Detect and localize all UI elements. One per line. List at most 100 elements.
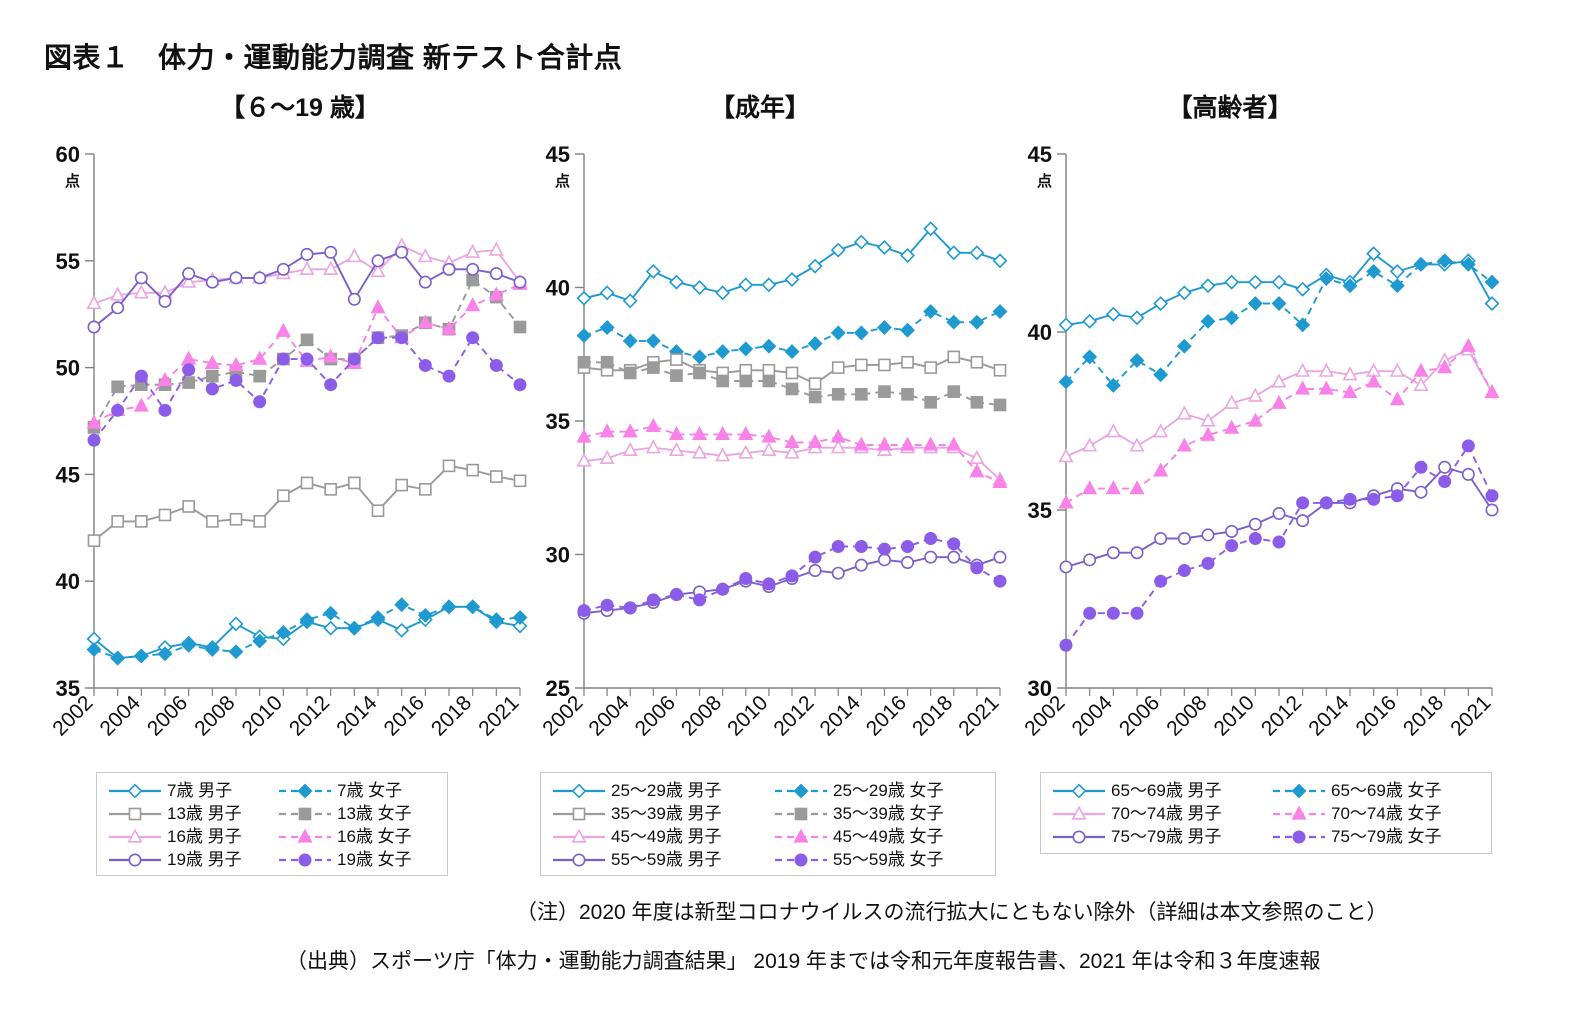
legend-swatch	[279, 807, 331, 820]
footnote-note: （注）2020 年度は新型コロナウイルスの流行拡大にともない除外（詳細は本文参照…	[516, 901, 1388, 924]
chart-panel-elderly: 30 35 40 45 点 2002 2004 2006 2008 2010 2012 2014 201…	[1000, 140, 1500, 840]
svg-text:2012: 2012	[769, 691, 818, 740]
chart-panel-children: 35 40 45 50 55 60 点 2002 2004 2006 2008 2010 2012 201…	[28, 140, 528, 840]
legend-item-label: 70～74歳 男子	[1111, 804, 1222, 823]
legend-item-label: 75～79歳 女子	[1331, 827, 1442, 846]
legend-item[interactable]: 75～79歳 女子	[1271, 825, 1481, 848]
legend-swatch	[279, 853, 331, 866]
legend-item-label: 75～79歳 男子	[1111, 827, 1222, 846]
legend-item[interactable]: 75～79歳 男子	[1051, 825, 1261, 848]
svg-text:2021: 2021	[474, 691, 523, 740]
svg-text:60: 60	[56, 142, 80, 167]
legend-item-label: 65～69歳 男子	[1111, 781, 1222, 800]
legend-item[interactable]: 13歳 男子	[107, 802, 267, 825]
svg-text:2014: 2014	[332, 691, 382, 741]
legend-item[interactable]: 7歳 女子	[277, 779, 437, 802]
legend-swatch	[109, 853, 161, 866]
page-title: 図表１ 体力・運動能力調査 新テスト合計点	[44, 42, 623, 73]
svg-text:点: 点	[555, 173, 570, 190]
legend-item-label: 7歳 男子	[167, 781, 233, 800]
legend-swatch	[553, 828, 605, 843]
legend-item[interactable]: 45～49歳 男子	[551, 825, 763, 848]
legend-item[interactable]: 35～39歳 男子	[551, 802, 763, 825]
legend-item-label: 55～59歳 男子	[611, 850, 722, 869]
legend-swatch	[1053, 783, 1105, 798]
legend-swatch	[1273, 805, 1325, 820]
legend-grid: 65～69歳 男子 65～69歳 女子 70～74歳 男子 70～74歳 女子 75～7…	[1051, 779, 1481, 848]
svg-text:40: 40	[1028, 320, 1052, 345]
legend-item[interactable]: 55～59歳 女子	[773, 848, 985, 871]
svg-text:2012: 2012	[285, 691, 334, 740]
legend-item[interactable]: 19歳 女子	[277, 848, 437, 871]
legend-swatch	[775, 783, 827, 798]
legend-swatch	[1273, 783, 1325, 798]
legend-swatch	[775, 807, 827, 820]
svg-text:35: 35	[1028, 498, 1052, 523]
legend-item-label: 35～39歳 女子	[833, 804, 944, 823]
legend-item-label: 45～49歳 男子	[611, 827, 722, 846]
legend-item-label: 45～49歳 女子	[833, 827, 944, 846]
svg-text:2006: 2006	[631, 691, 680, 740]
legend-children: 7歳 男子 7歳 女子 13歳 男子 13歳 女子 16歳 男子 16歳 女子 19歳 男子…	[96, 772, 448, 876]
legend-swatch	[279, 828, 331, 843]
svg-text:2018: 2018	[908, 691, 957, 740]
legend-item-label: 55～59歳 女子	[833, 850, 944, 869]
legend-item-label: 16歳 女子	[337, 827, 412, 846]
svg-text:2004: 2004	[1068, 691, 1118, 741]
legend-elderly: 65～69歳 男子 65～69歳 女子 70～74歳 男子 70～74歳 女子 75～7…	[1040, 772, 1492, 854]
legend-item[interactable]: 19歳 男子	[107, 848, 267, 871]
legend-item[interactable]: 70～74歳 男子	[1051, 802, 1261, 825]
svg-text:2021: 2021	[1446, 691, 1495, 740]
legend-item[interactable]: 7歳 男子	[107, 779, 267, 802]
legend-item[interactable]: 65～69歳 男子	[1051, 779, 1261, 802]
legend-item[interactable]: 35～39歳 女子	[773, 802, 985, 825]
plot-area: 30354045点2002200420062008201020122014201…	[1020, 142, 1500, 741]
svg-text:2014: 2014	[816, 691, 866, 741]
legend-item-label: 65～69歳 女子	[1331, 781, 1442, 800]
legend-item-label: 25～29歳 男子	[611, 781, 722, 800]
legend-swatch	[109, 828, 161, 843]
legend-item-label: 19歳 女子	[337, 850, 412, 869]
legend-swatch	[1053, 805, 1105, 820]
svg-text:35: 35	[546, 409, 570, 434]
legend-swatch	[553, 783, 605, 798]
legend-item[interactable]: 25～29歳 男子	[551, 779, 763, 802]
panel-heading-elderly: 【高齢者】	[1167, 94, 1293, 122]
svg-text:45: 45	[56, 462, 80, 487]
legend-item-label: 35～39歳 男子	[611, 804, 722, 823]
svg-text:2018: 2018	[1399, 691, 1448, 740]
legend-item-label: 7歳 女子	[337, 781, 403, 800]
plot-area: 2530354045点20022004200620082010201220142…	[538, 142, 1008, 741]
legend-item[interactable]: 16歳 男子	[107, 825, 267, 848]
svg-text:2008: 2008	[190, 691, 239, 740]
svg-text:2016: 2016	[862, 691, 911, 740]
legend-item[interactable]: 16歳 女子	[277, 825, 437, 848]
svg-text:35: 35	[56, 676, 80, 701]
panel-heading-children: 【６～19 歳】	[220, 94, 380, 122]
legend-item-label: 13歳 女子	[337, 804, 412, 823]
legend-swatch	[1053, 830, 1105, 843]
plot-area: 354045505560点200220042006200820102012201…	[48, 142, 528, 741]
svg-text:2010: 2010	[723, 691, 772, 740]
svg-text:点: 点	[65, 173, 80, 190]
legend-item[interactable]: 25～29歳 女子	[773, 779, 985, 802]
footnote-source: （出典）スポーツ庁「体力・運動能力調査結果」 2019 年までは令和元年度報告書…	[286, 950, 1321, 973]
svg-text:2006: 2006	[143, 691, 192, 740]
legend-item[interactable]: 65～69歳 女子	[1271, 779, 1481, 802]
legend-item[interactable]: 70～74歳 女子	[1271, 802, 1481, 825]
legend-item[interactable]: 55～59歳 男子	[551, 848, 763, 871]
svg-text:40: 40	[56, 569, 80, 594]
chart-panel-adults: 25 30 35 40 45 点 2002 2004 2006 2008 2010 2012 2014 2…	[518, 140, 1008, 840]
svg-text:45: 45	[546, 142, 570, 167]
legend-item[interactable]: 45～49歳 女子	[773, 825, 985, 848]
svg-text:点: 点	[1037, 173, 1052, 190]
legend-grid: 25～29歳 男子 25～29歳 女子 35～39歳 男子 35～39歳 女子 45～4…	[551, 779, 985, 871]
svg-text:2008: 2008	[677, 691, 726, 740]
legend-item-label: 19歳 男子	[167, 850, 242, 869]
legend-item[interactable]: 13歳 女子	[277, 802, 437, 825]
svg-text:2006: 2006	[1115, 691, 1164, 740]
svg-text:40: 40	[546, 276, 570, 301]
legend-swatch	[279, 783, 331, 798]
legend-swatch	[775, 853, 827, 866]
legend-item-label: 25～29歳 女子	[833, 781, 944, 800]
